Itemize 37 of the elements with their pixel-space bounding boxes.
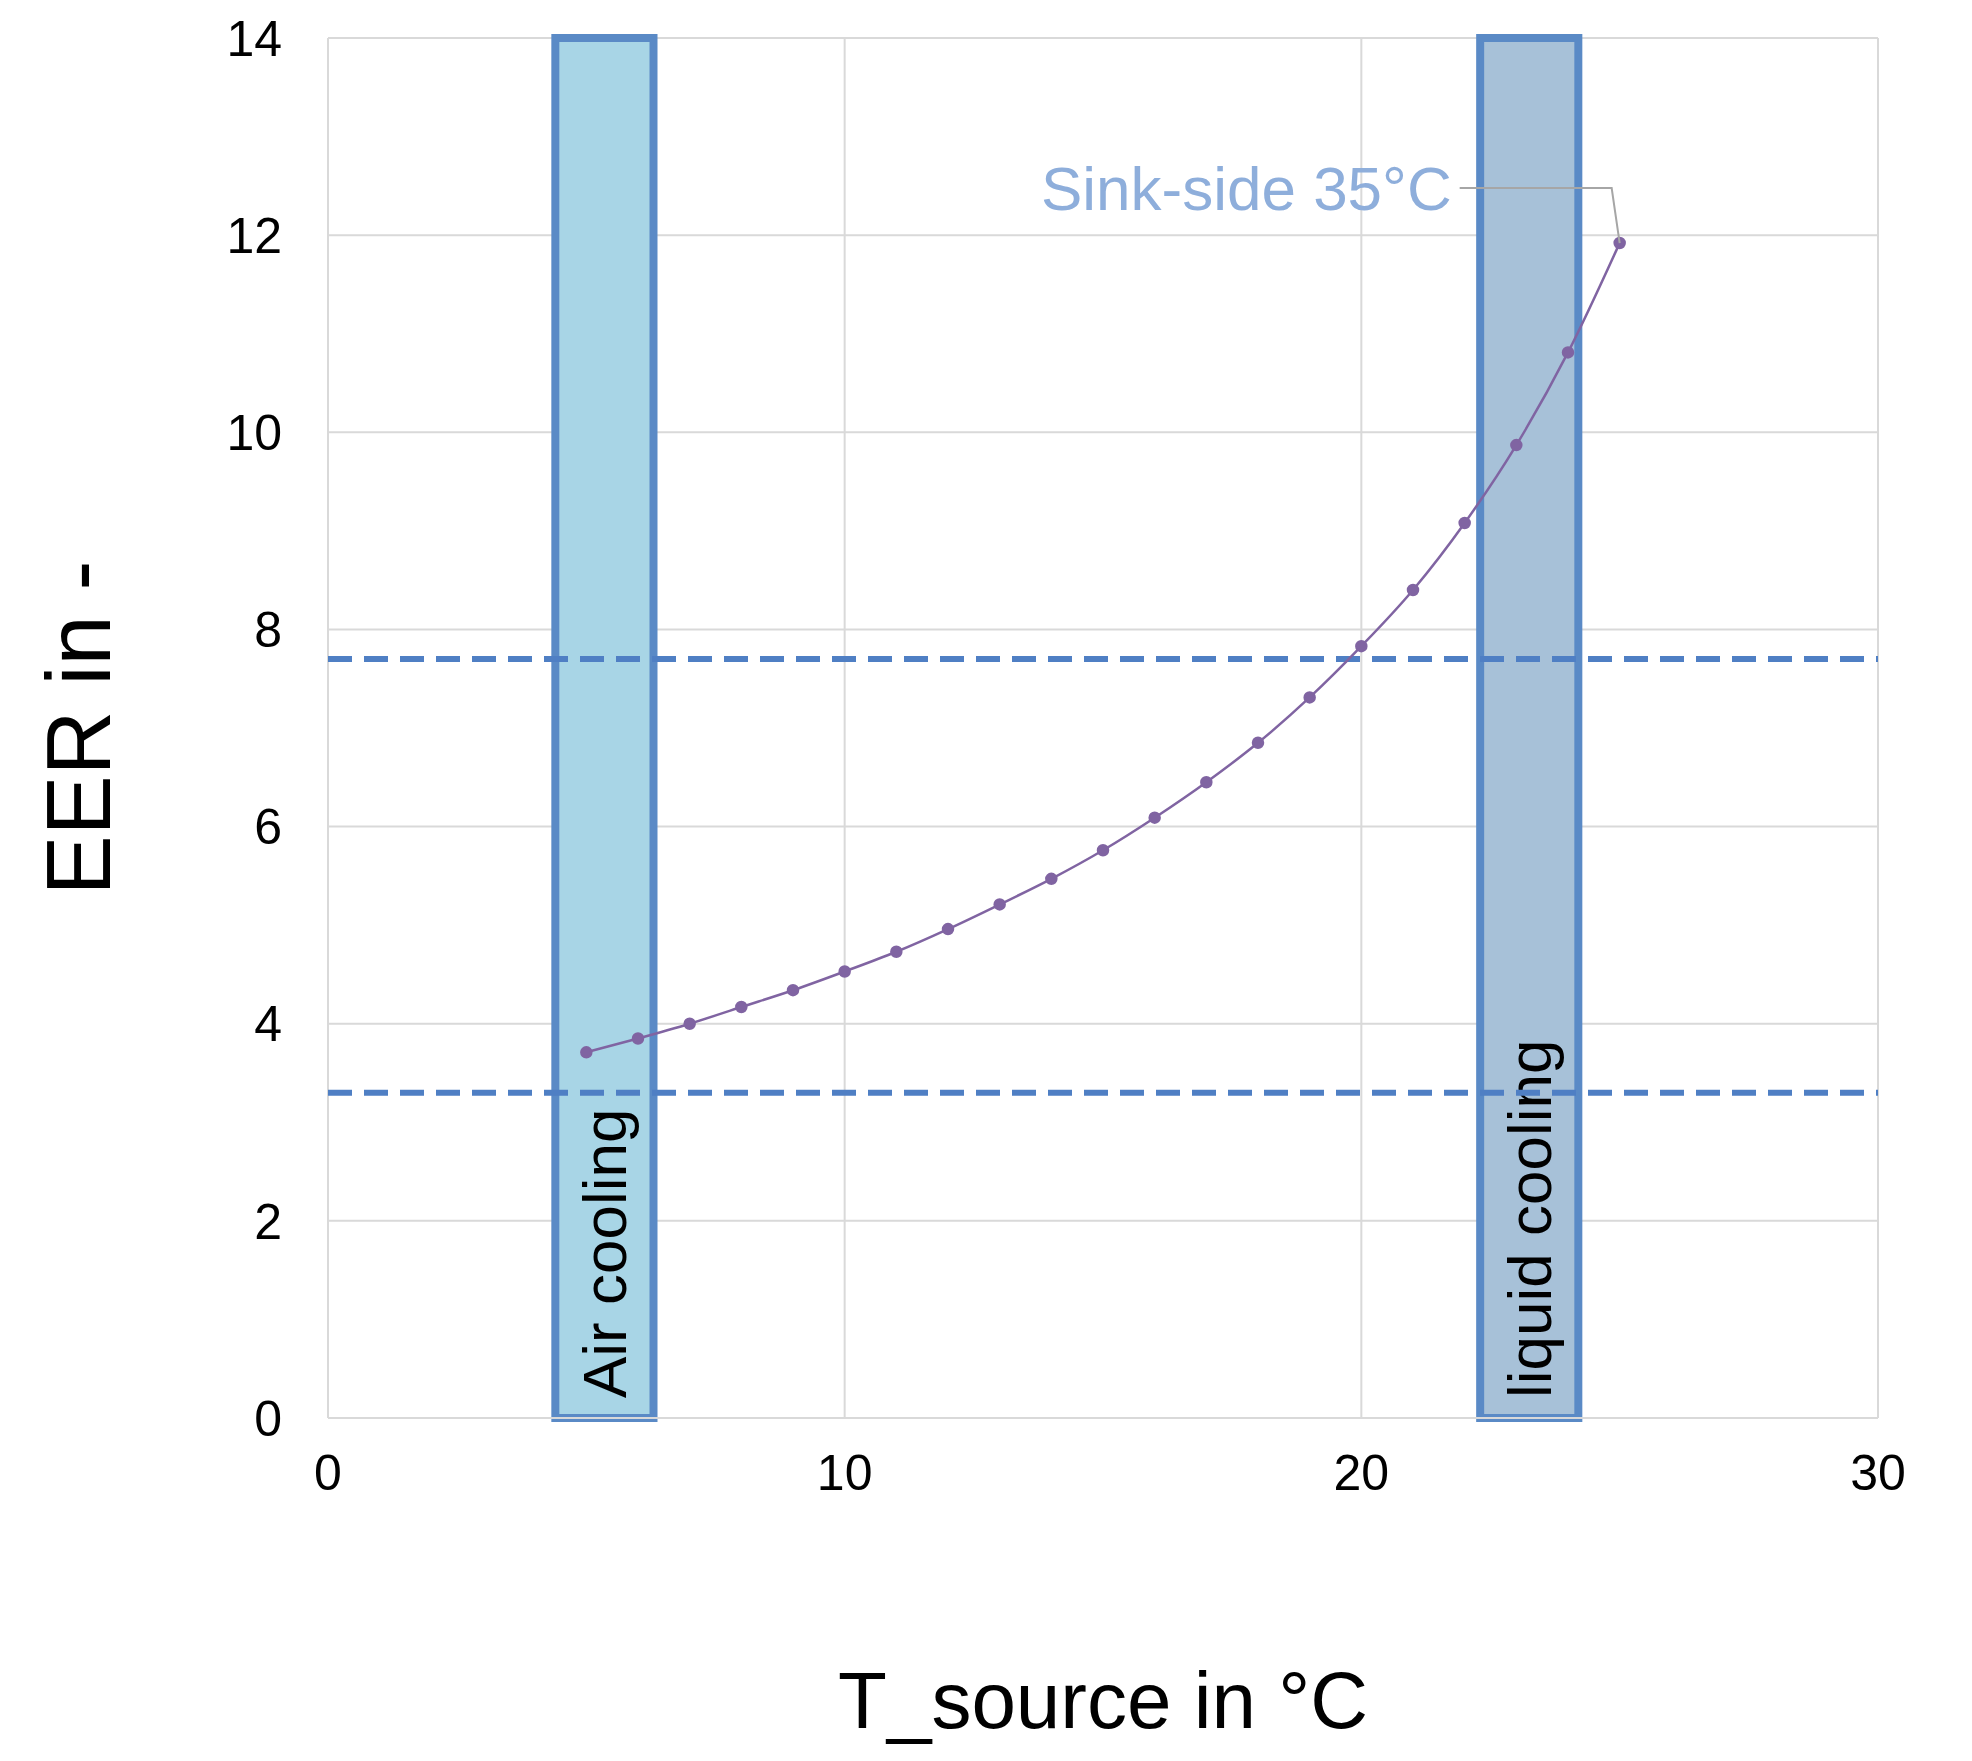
x-axis-title: T_source in °C [838,1656,1368,1745]
x-tick-label: 0 [314,1444,342,1501]
point [1406,583,1420,597]
y-tick-label: 4 [254,996,282,1053]
x-tick-label: 20 [1333,1444,1390,1501]
point [838,965,851,978]
y-tick-label: 10 [226,405,282,462]
y-tick-label: 2 [254,1193,282,1250]
annotation: Sink-side 35°C [1040,153,1452,223]
point [1303,691,1316,704]
x-tick-label: 10 [816,1444,873,1501]
point [1200,775,1213,789]
point [890,945,903,959]
point [1458,516,1471,530]
x-tick-label: 30 [1850,1444,1906,1501]
y-tick-label: 12 [226,207,282,264]
point [993,898,1006,911]
point [786,983,800,997]
point [1510,438,1523,452]
point [1096,843,1110,857]
point [1355,639,1368,653]
point [1251,736,1265,750]
point [1561,346,1575,359]
point [1148,811,1161,824]
point [683,1017,696,1030]
point [1045,872,1058,886]
y-axis-title: EER in - [28,560,129,896]
y-tick-label: 8 [254,602,282,659]
y-tick-label: 6 [254,799,282,856]
y-tick-label: 14 [226,10,282,67]
point [631,1032,645,1045]
band-label: liquid cooling [1494,1039,1564,1398]
point [941,922,955,936]
band-label: Air cooling [569,1108,639,1398]
point [735,1000,748,1014]
y-tick-label: 0 [254,1390,282,1447]
point [580,1046,593,1059]
